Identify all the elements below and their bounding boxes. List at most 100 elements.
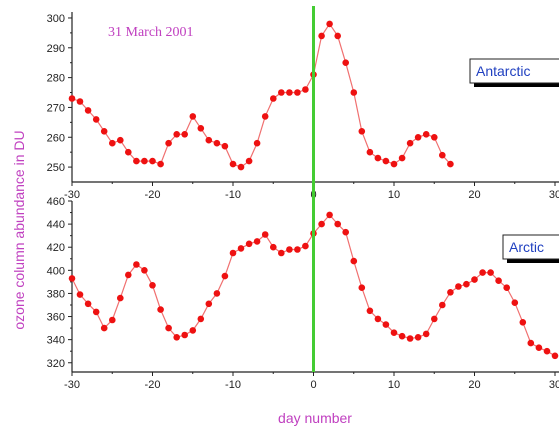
- antarctic-data-point: [278, 89, 285, 96]
- arctic-data-point: [173, 334, 180, 341]
- antarctic-data-point: [141, 157, 148, 165]
- arctic-x-tick-label: 10: [388, 379, 400, 391]
- antarctic-data-point: [149, 157, 156, 165]
- arctic-data-point: [390, 329, 398, 337]
- arctic-data-point: [422, 330, 430, 338]
- antarctic-x-tick-label: 20: [468, 189, 480, 201]
- antarctic-data-point: [302, 86, 309, 93]
- antarctic-x-tick-label: -20: [145, 189, 161, 201]
- antarctic-data-point: [173, 131, 180, 138]
- arctic-data-point: [302, 242, 309, 250]
- arctic-y-tick-label: 340: [47, 335, 65, 347]
- arctic-data-point: [261, 231, 269, 238]
- arctic-y-tick-label: 420: [47, 242, 65, 254]
- arctic-data-point: [189, 327, 197, 334]
- antarctic-data-point: [189, 113, 197, 120]
- arctic-data-point: [286, 246, 293, 253]
- antarctic-data-point: [414, 134, 422, 141]
- antarctic-data-point: [374, 154, 382, 162]
- arctic-data-point: [76, 291, 84, 298]
- arctic-data-point: [382, 321, 390, 328]
- arctic-data-point: [100, 324, 108, 332]
- antarctic-legend-box: [469, 58, 559, 84]
- antarctic-data-point: [213, 139, 221, 147]
- antarctic-data-point: [398, 154, 406, 162]
- date-annotation: 31 March 2001: [108, 25, 194, 40]
- arctic-data-point: [157, 306, 164, 313]
- antarctic-data-point: [221, 142, 229, 150]
- arctic-data-point: [431, 315, 438, 323]
- arctic-data-point: [229, 249, 237, 257]
- arctic-data-point: [109, 316, 116, 324]
- arctic-legend-box: [502, 234, 559, 260]
- antarctic-y-tick-label: 290: [47, 43, 65, 55]
- arctic-data-point: [358, 284, 366, 292]
- arctic-y-tick-label: 440: [47, 219, 65, 231]
- arctic-data-point: [439, 301, 446, 309]
- antarctic-data-point: [334, 32, 342, 40]
- antarctic-x-tick-label: -10: [225, 189, 241, 201]
- antarctic-data-point: [117, 136, 124, 144]
- antarctic-data-point: [229, 160, 237, 168]
- antarctic-legend-label: Antarctic: [476, 63, 530, 79]
- arctic-data-point: [181, 331, 188, 339]
- arctic-data-point: [197, 315, 205, 323]
- antarctic-data-point: [125, 148, 132, 156]
- antarctic-data-point: [270, 95, 277, 102]
- antarctic-data-point: [165, 139, 172, 147]
- arctic-data-point: [471, 276, 478, 283]
- antarctic-data-point: [253, 139, 261, 147]
- antarctic-data-point: [350, 89, 358, 96]
- antarctic-data-point: [84, 107, 92, 114]
- antarctic-data-point: [76, 98, 84, 105]
- antarctic-x-tick-label: -30: [64, 189, 80, 201]
- arctic-y-tick-label: 380: [47, 288, 65, 300]
- arctic-data-point: [463, 280, 470, 288]
- arctic-y-tick-label: 400: [47, 265, 65, 277]
- antarctic-y-tick-label: 280: [47, 73, 65, 85]
- antarctic-data-point: [342, 59, 350, 66]
- antarctic-data-point: [422, 131, 430, 138]
- arctic-data-point: [68, 275, 76, 282]
- arctic-y-tick-label: 360: [47, 312, 65, 324]
- x-axis-label: day number: [278, 410, 352, 426]
- antarctic-data-point: [261, 113, 269, 120]
- arctic-y-tick-label: 460: [47, 196, 65, 208]
- arctic-data-point: [398, 332, 406, 340]
- arctic-data-point: [205, 300, 213, 308]
- arctic-data-point: [117, 294, 124, 302]
- arctic-data-point: [270, 243, 277, 251]
- arctic-data-point: [245, 240, 253, 248]
- arctic-data-point: [495, 277, 502, 285]
- arctic-data-point: [350, 257, 358, 265]
- arctic-data-point: [326, 211, 333, 219]
- antarctic-data-point: [447, 160, 454, 168]
- antarctic-y-tick-label: 270: [47, 102, 65, 114]
- arctic-data-point: [543, 347, 551, 355]
- antarctic-x-tick-label: 30: [549, 189, 559, 201]
- arctic-x-tick-label: 30: [549, 379, 559, 391]
- antarctic-data-point: [358, 128, 366, 135]
- antarctic-data-point: [431, 134, 438, 141]
- antarctic-data-point: [205, 136, 213, 144]
- antarctic-data-point: [326, 20, 333, 28]
- arctic-data-point: [318, 220, 325, 228]
- arctic-data-point: [447, 289, 454, 296]
- arctic-data-point: [455, 283, 462, 290]
- arctic-panel: 320 340 360 380 400 420 440 460 -30 -20 -10 0 10 20 30…: [47, 196, 559, 391]
- arctic-data-point: [253, 238, 261, 245]
- arctic-data-point: [92, 308, 100, 316]
- arctic-data-point: [237, 245, 245, 252]
- antarctic-data-point: [68, 95, 76, 102]
- arctic-data-point: [535, 344, 543, 352]
- arctic-x-tick-label: 0: [310, 379, 316, 391]
- antarctic-data-point: [181, 131, 188, 138]
- arctic-y-tick-label: 320: [47, 358, 65, 370]
- arctic-x-tick-label: -20: [145, 379, 161, 391]
- arctic-legend-label: Arctic: [509, 239, 544, 255]
- antarctic-y-tick-label: 260: [47, 132, 65, 144]
- antarctic-data-point: [439, 151, 446, 159]
- arctic-data-point: [221, 272, 229, 280]
- antarctic-panel: 250260270280290300-30-20-100102030Antarc…: [47, 12, 559, 201]
